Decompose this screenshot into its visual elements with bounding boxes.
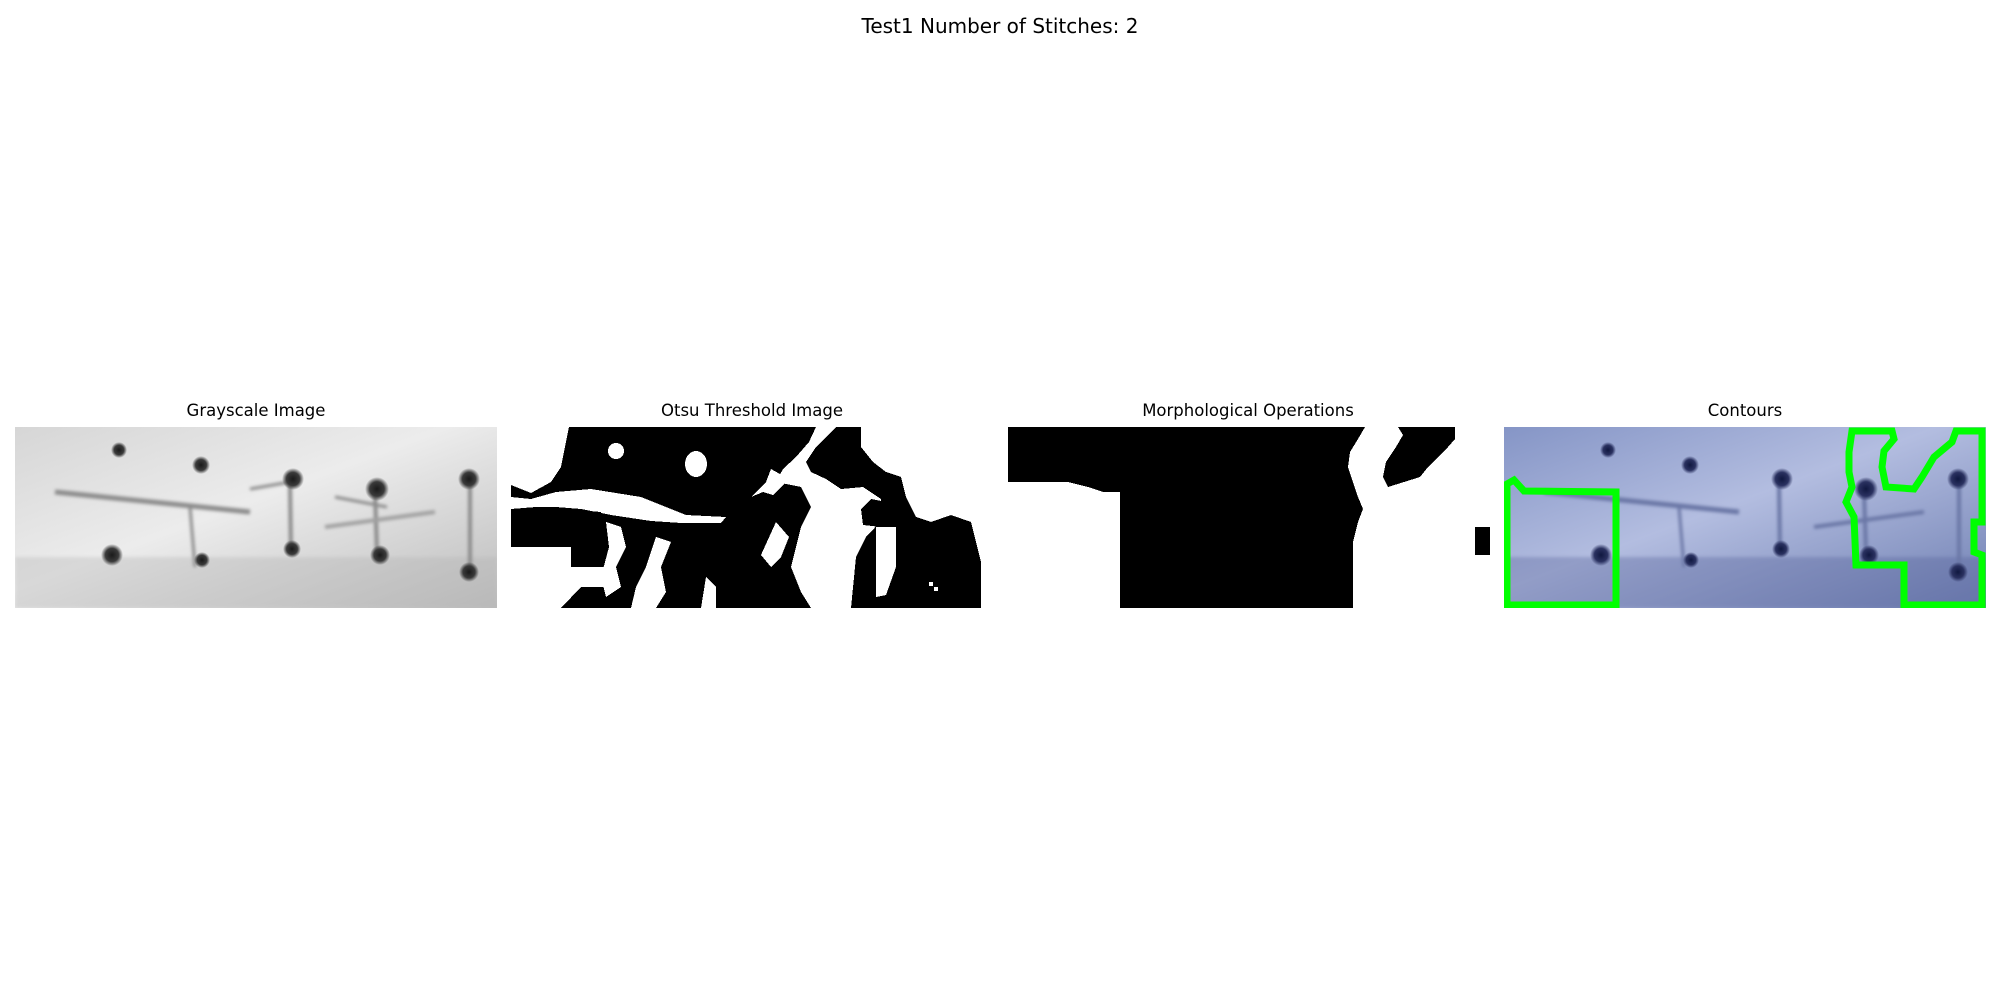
grayscale-image bbox=[15, 427, 497, 608]
panel-title-contours: Contours bbox=[1707, 401, 1783, 420]
contour-left bbox=[1504, 475, 1620, 608]
panel-title-otsu: Otsu Threshold Image bbox=[661, 401, 843, 420]
figure-title: Test1 Number of Stitches: 2 bbox=[861, 14, 1139, 38]
contour-right bbox=[1842, 427, 1986, 608]
otsu-threshold-image bbox=[511, 427, 993, 608]
contours-image bbox=[1504, 427, 1986, 608]
morphological-operations-image bbox=[1008, 427, 1490, 608]
panel-title-grayscale: Grayscale Image bbox=[186, 401, 326, 420]
panel-title-morphological: Morphological Operations bbox=[1142, 401, 1354, 420]
